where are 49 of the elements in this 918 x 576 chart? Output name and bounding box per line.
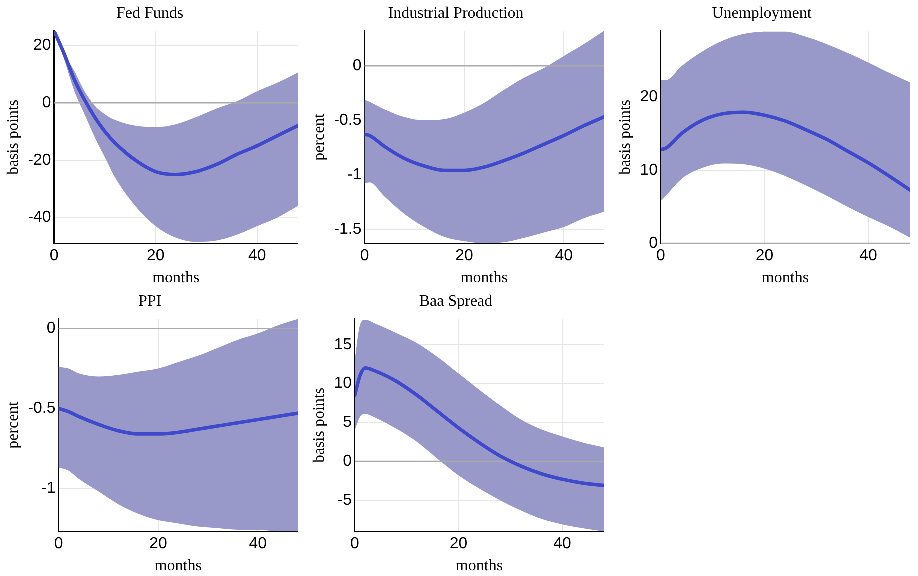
x-axis-title: months bbox=[154, 558, 202, 575]
x-tick-label: 20 bbox=[146, 248, 165, 265]
y-axis-title: basis points bbox=[616, 100, 634, 175]
y-tick-label: -0.5 bbox=[28, 400, 56, 418]
x-tick-label: 40 bbox=[249, 536, 268, 553]
line-series bbox=[364, 116, 604, 172]
y-tick-label: 10 bbox=[334, 375, 352, 392]
y-axis-title: basis points bbox=[4, 100, 22, 175]
x-tick-label: 40 bbox=[860, 248, 878, 265]
y-tick-label: 20 bbox=[640, 88, 658, 106]
line-series bbox=[58, 406, 298, 436]
x-tick-label: 20 bbox=[150, 536, 168, 553]
y-tick-label: 0 bbox=[649, 235, 658, 252]
line-series bbox=[54, 31, 298, 176]
y-tick-label: -1.5 bbox=[334, 220, 362, 238]
chart-title: Unemployment bbox=[712, 4, 812, 22]
y-tick-label: -5 bbox=[338, 492, 352, 509]
x-tick-label: 20 bbox=[456, 248, 474, 265]
x-axis-title: months bbox=[152, 270, 200, 287]
y-tick-label: 10 bbox=[640, 162, 658, 179]
y-tick-label: -1 bbox=[348, 166, 362, 184]
chart-title: Fed Funds bbox=[116, 4, 184, 22]
y-axis-title: basis points bbox=[310, 388, 328, 463]
y-tick-label: 0 bbox=[352, 57, 362, 74]
line-series bbox=[354, 366, 604, 488]
x-axis-title: months bbox=[460, 270, 508, 287]
x-axis-title: months bbox=[456, 558, 504, 575]
chart-title: PPI bbox=[138, 292, 162, 310]
y-tick-label: 0 bbox=[46, 320, 56, 338]
y-tick-label: -1 bbox=[42, 480, 56, 497]
y-axis-title: percent bbox=[310, 113, 328, 161]
y-tick-label: 0 bbox=[42, 94, 52, 112]
x-tick-label: 40 bbox=[554, 536, 572, 553]
y-tick-label: 0 bbox=[343, 452, 352, 470]
chart-title: Industrial Production bbox=[388, 4, 524, 22]
y-tick-label: 20 bbox=[34, 36, 52, 54]
x-axis-title: months bbox=[762, 270, 810, 287]
y-tick-label: 15 bbox=[334, 336, 352, 354]
chart-title: Baa Spread bbox=[419, 292, 493, 310]
x-tick-label: 40 bbox=[555, 248, 574, 265]
y-tick-label: -40 bbox=[28, 209, 52, 226]
y-axis-title: percent bbox=[4, 401, 22, 449]
line-series bbox=[660, 110, 910, 192]
y-tick-label: -20 bbox=[28, 152, 52, 169]
x-tick-label: 40 bbox=[248, 248, 266, 265]
x-tick-label: 20 bbox=[450, 536, 468, 553]
y-tick-label: 5 bbox=[343, 414, 352, 432]
x-tick-label: 20 bbox=[756, 248, 774, 265]
y-tick-label: -0.5 bbox=[334, 112, 362, 129]
